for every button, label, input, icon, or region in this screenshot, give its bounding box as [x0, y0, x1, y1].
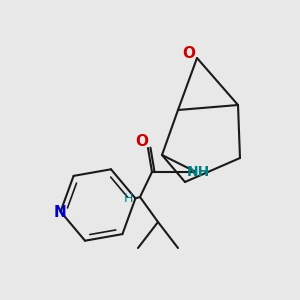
Text: O: O	[136, 134, 148, 149]
Text: N: N	[53, 205, 66, 220]
Text: H: H	[123, 193, 133, 206]
Text: O: O	[182, 46, 196, 61]
Text: NH: NH	[186, 165, 210, 179]
